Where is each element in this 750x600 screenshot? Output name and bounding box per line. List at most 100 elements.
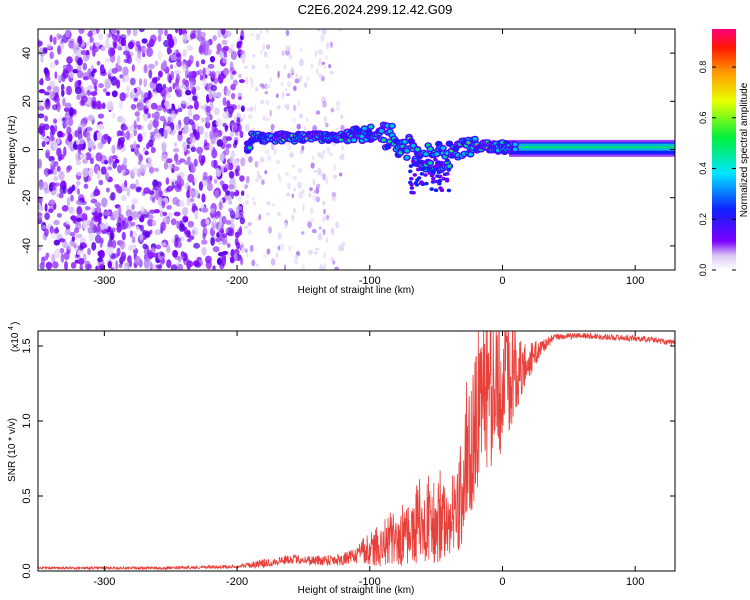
noise-mark xyxy=(99,222,106,231)
ridge-mark xyxy=(404,155,410,160)
noise-mark xyxy=(258,213,262,221)
ridge-mark xyxy=(433,157,438,162)
noise-mark xyxy=(198,125,204,135)
noise-mark xyxy=(118,100,124,110)
noise-mark xyxy=(235,205,243,212)
noise-mark xyxy=(317,73,322,78)
noise-mark xyxy=(231,150,235,159)
noise-mark xyxy=(179,158,186,163)
noise-mark xyxy=(147,218,154,227)
noise-mark xyxy=(176,83,180,92)
noise-mark xyxy=(70,194,74,202)
noise-mark xyxy=(241,190,245,196)
noise-mark xyxy=(313,169,317,174)
noise-mark xyxy=(38,89,46,94)
ridge-mark xyxy=(445,158,450,162)
x-tick-label: -200 xyxy=(226,576,248,588)
ridge-mark xyxy=(409,186,415,190)
noise-mark xyxy=(293,188,297,192)
noise-mark xyxy=(52,104,59,111)
noise-mark xyxy=(40,54,44,63)
noise-mark xyxy=(186,230,191,238)
ridge-mark xyxy=(512,147,518,152)
noise-mark xyxy=(56,213,63,218)
noise-mark xyxy=(97,142,104,150)
noise-mark xyxy=(198,45,206,55)
noise-mark xyxy=(264,149,269,154)
noise-mark xyxy=(125,265,128,270)
noise-mark xyxy=(131,169,135,178)
x-tick-label: -100 xyxy=(359,275,381,287)
noise-mark xyxy=(337,244,343,252)
noise-mark xyxy=(69,71,74,79)
noise-mark xyxy=(121,221,129,230)
noise-mark xyxy=(144,150,149,156)
noise-mark xyxy=(201,59,206,65)
noise-mark xyxy=(58,238,66,243)
noise-mark xyxy=(292,117,296,124)
noise-mark xyxy=(87,114,95,122)
noise-mark xyxy=(105,91,111,97)
noise-mark xyxy=(178,256,182,263)
ridge-mark xyxy=(409,182,414,187)
spectrogram-y-label: Frequency (Hz) xyxy=(7,116,18,185)
noise-mark xyxy=(128,244,133,252)
noise-mark xyxy=(43,67,49,75)
noise-mark xyxy=(149,209,156,214)
noise-mark xyxy=(237,104,241,110)
noise-mark xyxy=(122,126,129,131)
noise-mark xyxy=(114,34,121,42)
y-tick-label: -20 xyxy=(21,190,33,206)
noise-mark xyxy=(43,137,50,142)
noise-mark xyxy=(44,101,51,111)
noise-mark xyxy=(273,148,277,155)
snr-panel: -300 -200 -100 0 100 0.0 0.5 1.0 1.5 Height of s… xyxy=(7,322,676,596)
ridge-mark xyxy=(512,142,518,147)
noise-mark xyxy=(236,41,242,49)
noise-mark xyxy=(123,132,127,138)
noise-mark xyxy=(308,249,313,256)
noise-mark xyxy=(93,83,97,89)
noise-mark xyxy=(76,94,81,101)
noise-mark xyxy=(96,60,101,66)
noise-mark xyxy=(181,61,186,69)
noise-mark xyxy=(135,53,143,64)
noise-mark xyxy=(38,105,45,111)
noise-mark xyxy=(303,126,306,131)
noise-mark xyxy=(38,214,43,221)
noise-mark xyxy=(166,244,171,253)
noise-mark xyxy=(90,206,96,214)
noise-mark xyxy=(113,41,117,49)
noise-mark xyxy=(88,232,95,242)
noise-mark xyxy=(277,70,280,79)
noise-mark xyxy=(294,78,300,84)
noise-mark xyxy=(340,124,345,132)
steady-band xyxy=(509,146,675,148)
noise-mark xyxy=(293,104,297,112)
noise-mark xyxy=(312,228,317,234)
noise-mark xyxy=(205,259,212,270)
noise-mark xyxy=(124,180,128,188)
noise-mark xyxy=(143,64,148,74)
noise-mark xyxy=(222,97,227,106)
noise-mark xyxy=(75,160,82,166)
noise-mark xyxy=(210,208,215,214)
noise-mark xyxy=(219,152,225,162)
noise-mark xyxy=(240,29,244,35)
noise-mark xyxy=(56,136,61,145)
noise-mark xyxy=(190,164,196,174)
y-tick-label: 1.0 xyxy=(21,413,33,428)
noise-mark xyxy=(247,229,252,236)
noise-mark xyxy=(63,222,67,227)
noise-mark xyxy=(323,251,326,259)
noise-mark xyxy=(209,56,216,63)
noise-mark xyxy=(111,239,117,249)
noise-mark xyxy=(95,225,101,233)
noise-mark xyxy=(237,92,242,97)
noise-mark xyxy=(213,77,219,84)
noise-mark xyxy=(225,136,232,141)
noise-mark xyxy=(89,221,94,229)
noise-mark xyxy=(187,173,195,183)
noise-mark xyxy=(210,84,217,92)
